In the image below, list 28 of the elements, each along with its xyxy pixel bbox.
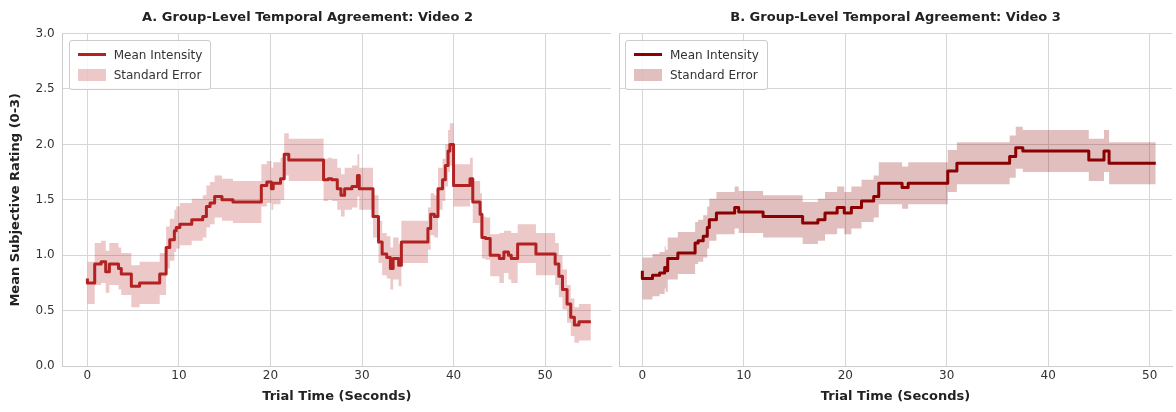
x-tick-label: 10	[171, 368, 187, 383]
x-tick-label: 30	[354, 368, 370, 383]
x-tick-label: 0	[638, 368, 647, 383]
y-tick-label: 0.5	[35, 302, 55, 317]
legend-label: Mean Intensity	[113, 47, 203, 62]
y-axis-title: Mean Subjective Rating (0-3)	[7, 93, 23, 307]
y-tick-label: 2.5	[35, 81, 55, 96]
x-tick-label: 10	[736, 368, 752, 383]
x-axis-title: Trial Time (Seconds)	[262, 387, 412, 403]
annotation: Standard Error	[113, 67, 202, 82]
y-tick-label: 0.0	[35, 358, 55, 373]
x-tick-label: 40	[445, 368, 462, 383]
y-tick-label: 1.5	[35, 191, 55, 206]
y-tick-label: 1.0	[35, 247, 55, 262]
chart-title: B. Group-Level Temporal Agreement: Video 3	[730, 9, 1061, 25]
x-tick-label: 40	[1040, 368, 1056, 383]
annotation: Standard Error	[670, 67, 758, 82]
x-tick-label: 0	[83, 368, 92, 383]
chart-title: A. Group-Level Temporal Agreement: Video 2	[142, 9, 473, 25]
x-tick-label: 50	[1142, 368, 1158, 383]
x-tick-label: 50	[537, 368, 553, 383]
x-tick-label: 20	[262, 368, 279, 383]
x-tick-label: 30	[939, 368, 955, 383]
y-tick-label: 2.0	[35, 136, 55, 151]
y-tick-label: 3.0	[35, 25, 55, 40]
x-axis-title: Trial Time (Seconds)	[820, 387, 971, 403]
x-tick-label: 20	[837, 368, 853, 383]
legend-label: Mean Intensity	[670, 47, 759, 62]
